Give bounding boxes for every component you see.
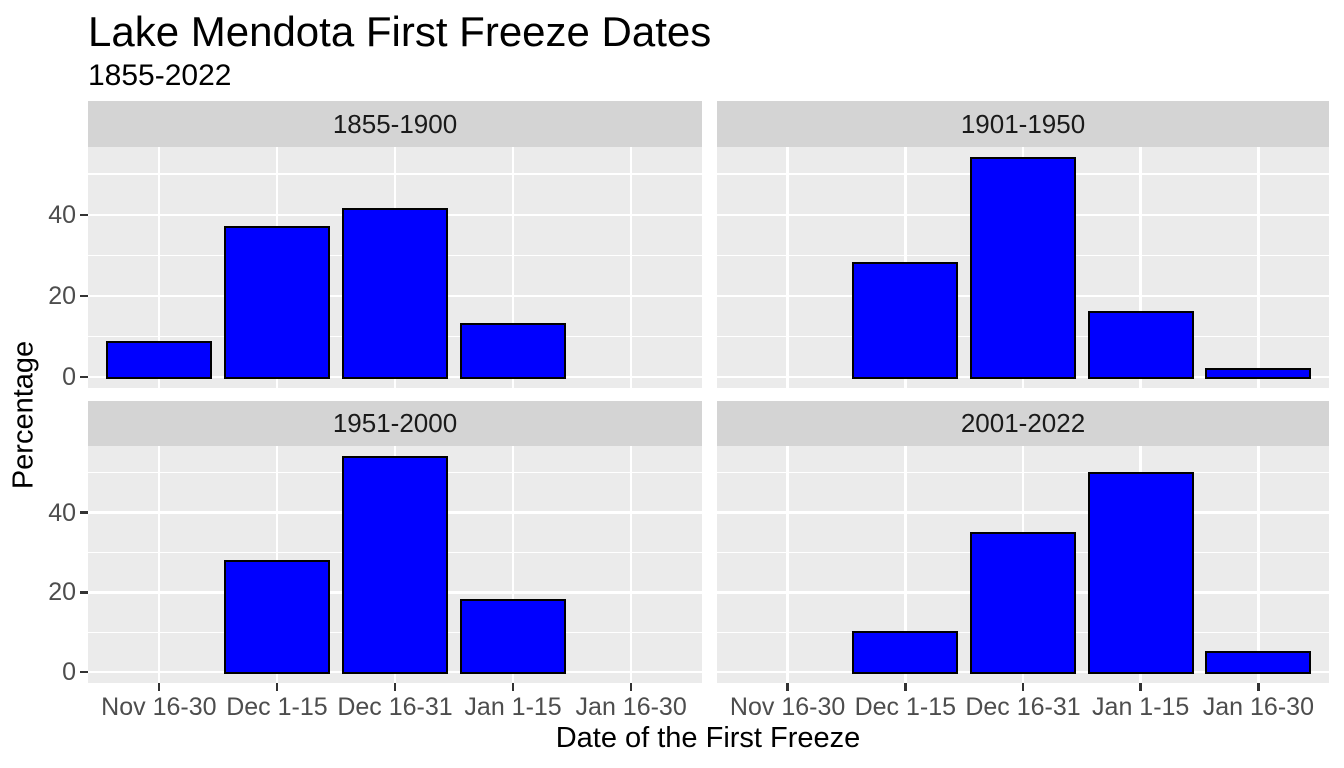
facet-panel xyxy=(717,446,1329,683)
gridline-vertical xyxy=(511,147,515,388)
bar xyxy=(1205,651,1312,675)
gridline-vertical xyxy=(786,147,789,388)
gridline-vertical xyxy=(786,446,789,683)
gridline-vertical xyxy=(1257,446,1260,683)
x-tick-label: Nov 16-30 xyxy=(729,693,846,721)
bar xyxy=(341,208,449,380)
x-tick-mark xyxy=(511,683,515,691)
facet-strip-label: 1855-1900 xyxy=(332,108,458,139)
x-tick-label: Nov 16-30 xyxy=(101,693,217,721)
bar xyxy=(459,323,567,380)
x-tick-label: Jan 16-30 xyxy=(575,693,687,721)
bar xyxy=(852,262,959,380)
facet-strip: 1951-2000 xyxy=(88,401,702,446)
gridline-vertical xyxy=(511,446,515,683)
facet-strip-label: 2001-2022 xyxy=(960,408,1086,438)
chart-title: Lake Mendota First Freeze Dates xyxy=(88,8,712,55)
bar xyxy=(105,340,212,380)
x-tick-mark xyxy=(1257,683,1260,691)
x-tick-mark xyxy=(904,683,907,691)
y-tick-label: 0 xyxy=(62,658,76,687)
y-tick-mark xyxy=(80,670,88,674)
y-axis-title: Percentage xyxy=(7,340,40,490)
facet-panel xyxy=(717,147,1329,388)
y-tick-label: 40 xyxy=(48,200,76,229)
bar xyxy=(1087,311,1194,380)
gridline-vertical xyxy=(629,446,633,683)
facet-strip-label: 1901-1950 xyxy=(960,108,1086,139)
gridline-vertical xyxy=(904,446,907,683)
bar xyxy=(1087,471,1194,675)
bar xyxy=(970,531,1076,675)
x-tick-label: Dec 16-31 xyxy=(337,693,453,721)
facet-panel xyxy=(88,446,702,683)
x-tick-mark xyxy=(1139,683,1142,691)
bar xyxy=(970,156,1076,380)
bar xyxy=(341,455,449,675)
x-tick-label: Dec 1-15 xyxy=(226,693,328,721)
y-tick-mark xyxy=(80,375,88,379)
y-tick-label: 20 xyxy=(48,281,76,310)
chart-subtitle: 1855-2022 xyxy=(88,59,232,92)
x-tick-label: Jan 1-15 xyxy=(1092,693,1190,721)
y-tick-mark xyxy=(80,294,88,298)
bar xyxy=(459,599,567,675)
x-tick-label: Dec 16-31 xyxy=(965,693,1081,721)
y-tick-label: 20 xyxy=(48,578,76,607)
facet-panel xyxy=(88,147,702,388)
x-tick-mark xyxy=(393,683,397,691)
y-tick-label: 0 xyxy=(62,363,76,392)
gridline-vertical xyxy=(629,147,633,388)
x-tick-mark xyxy=(786,683,789,691)
y-tick-mark xyxy=(80,213,88,216)
facet-strip: 1901-1950 xyxy=(717,101,1329,147)
bar xyxy=(223,225,331,380)
x-tick-mark xyxy=(275,683,279,691)
y-tick-mark xyxy=(80,591,88,594)
bar xyxy=(223,559,331,675)
y-tick-label: 40 xyxy=(48,498,76,527)
bar xyxy=(852,631,959,675)
gridline-vertical xyxy=(157,147,161,388)
facet-strip-label: 1951-2000 xyxy=(332,408,458,438)
x-tick-label: Jan 16-30 xyxy=(1202,693,1314,721)
x-tick-mark xyxy=(157,683,161,691)
x-axis-title: Date of the First Freeze xyxy=(555,722,861,754)
facet-strip: 1855-1900 xyxy=(88,101,702,147)
x-tick-label: Jan 1-15 xyxy=(464,693,562,721)
y-tick-mark xyxy=(80,511,88,514)
bar xyxy=(1205,367,1312,380)
gridline-vertical xyxy=(1257,147,1260,388)
x-tick-mark xyxy=(1021,683,1025,691)
gridline-vertical xyxy=(1139,147,1142,388)
gridline-vertical xyxy=(157,446,161,683)
x-tick-label: Dec 1-15 xyxy=(854,693,957,721)
facet-strip: 2001-2022 xyxy=(717,401,1329,446)
x-tick-mark xyxy=(629,683,633,691)
